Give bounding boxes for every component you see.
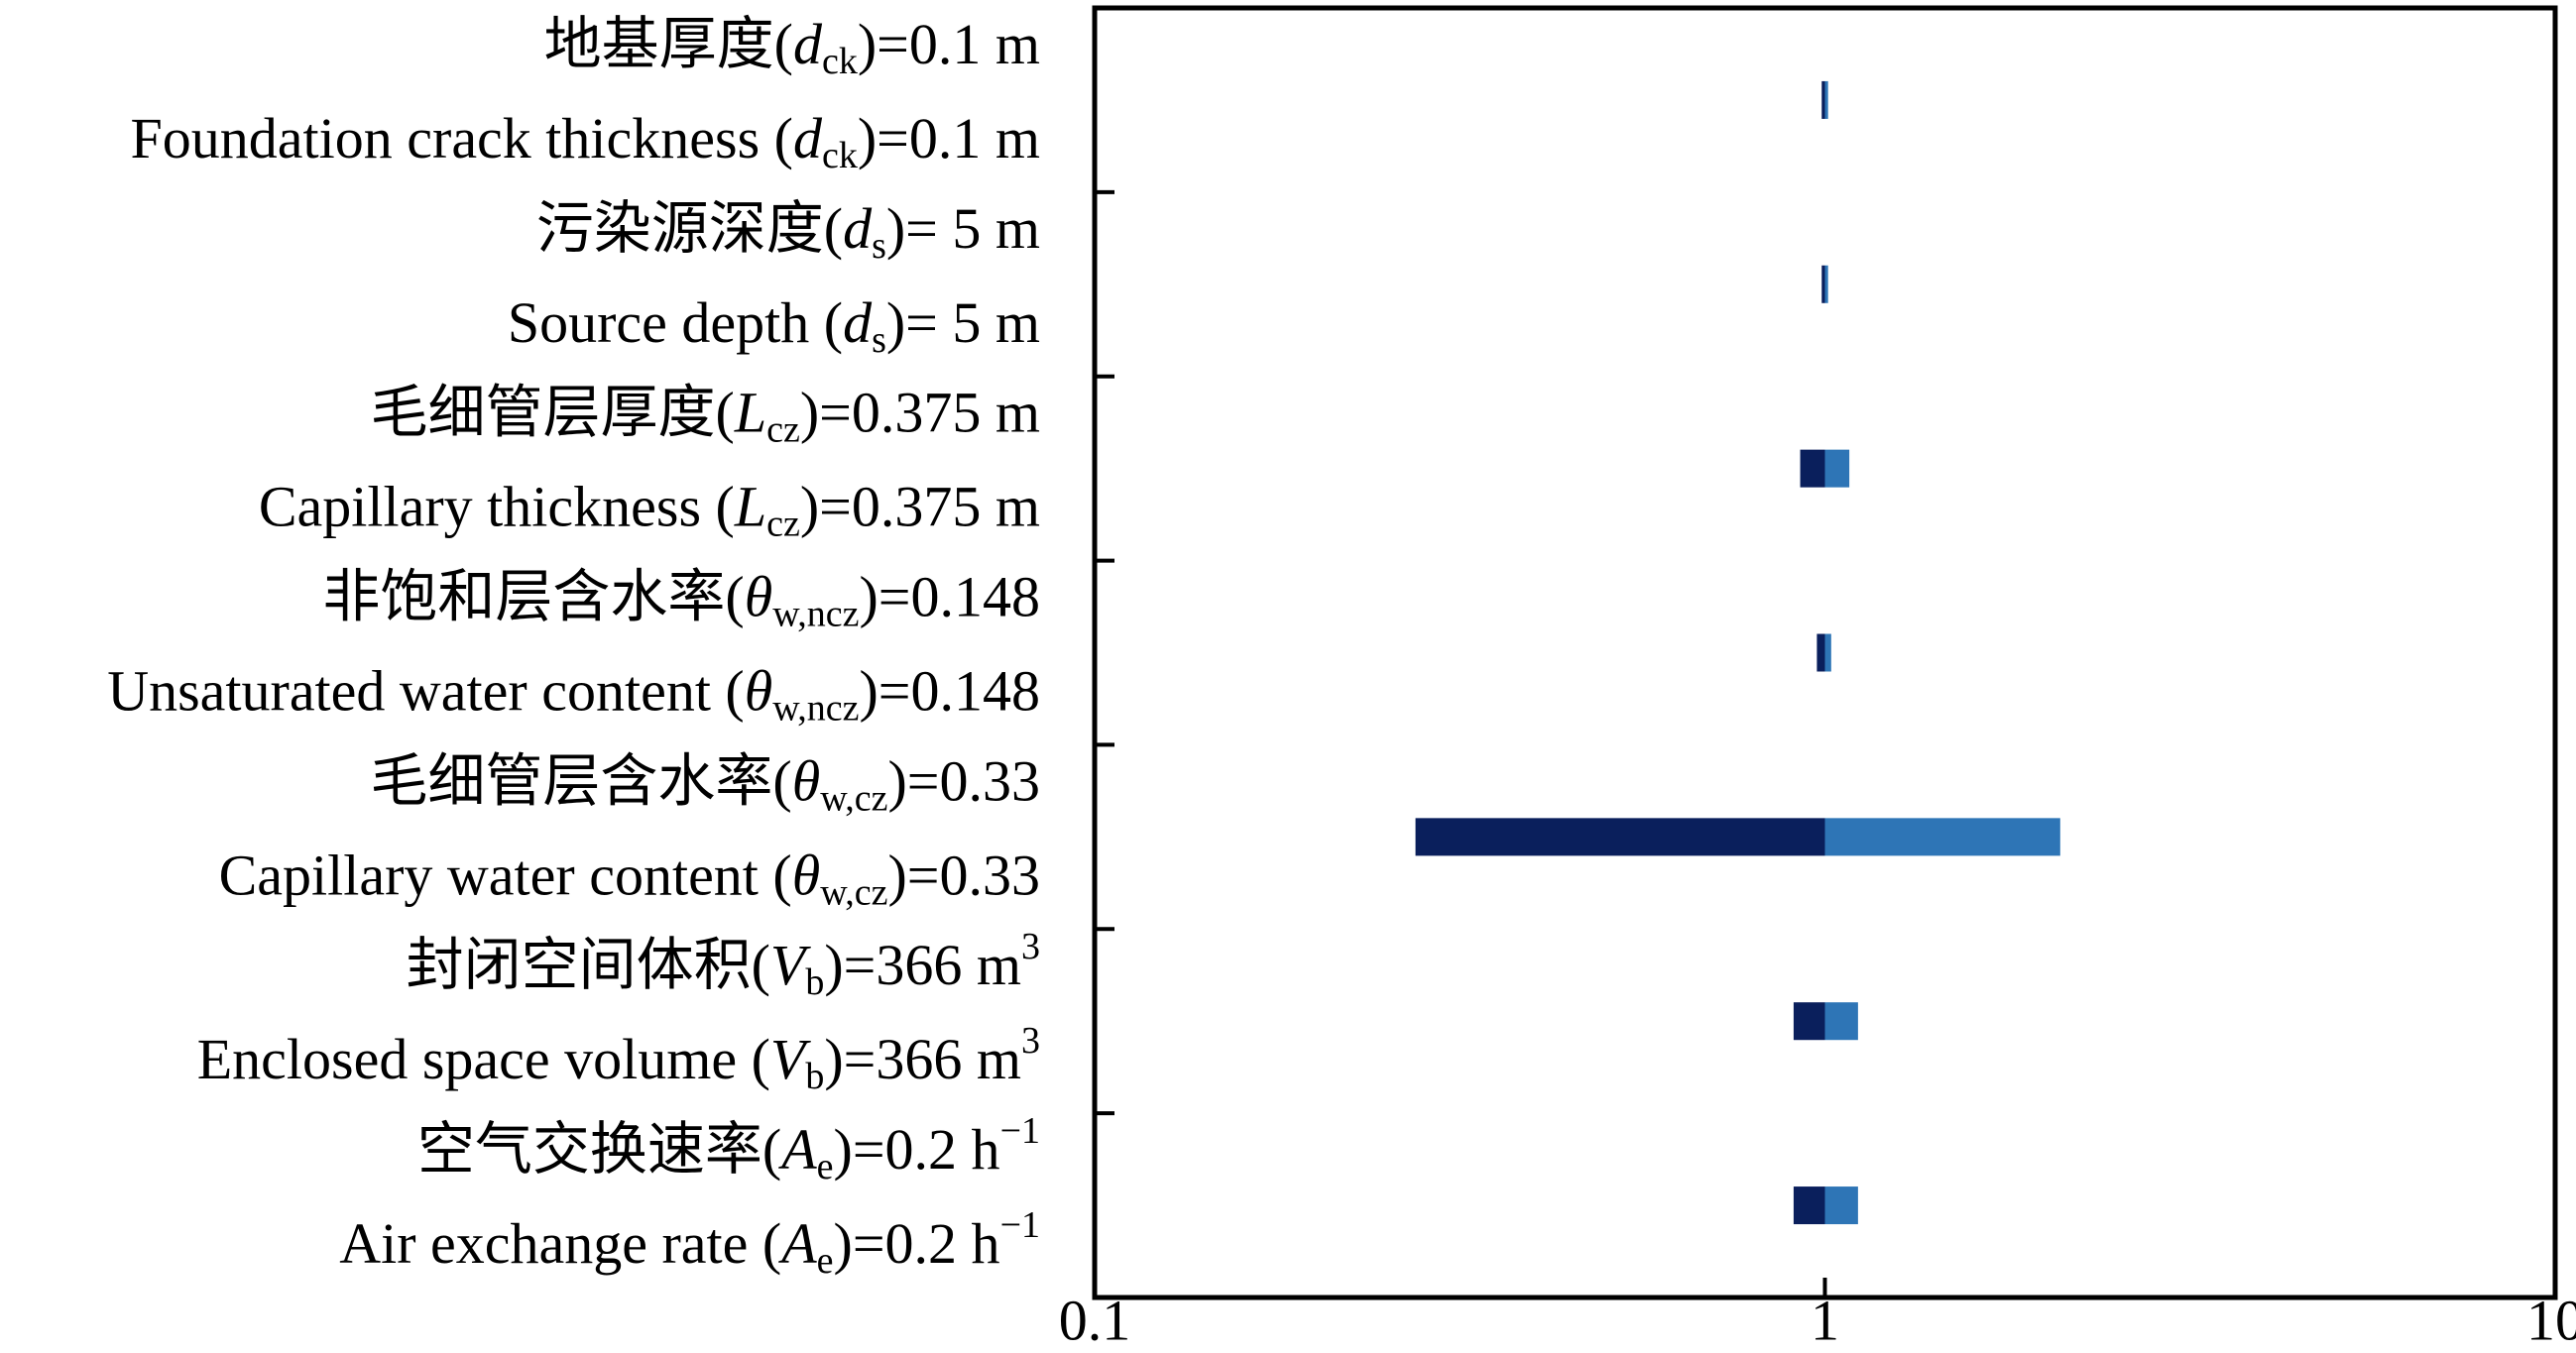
label-part: )=366 m bbox=[824, 1028, 1021, 1092]
bar bbox=[1824, 818, 2060, 856]
label-part: d bbox=[843, 290, 873, 355]
label-part: 空气交换速率( bbox=[417, 1117, 781, 1182]
bar bbox=[1824, 80, 1828, 119]
label-part: e bbox=[817, 1240, 834, 1282]
label-part: 3 bbox=[1021, 1020, 1040, 1062]
label-part: s bbox=[872, 319, 886, 361]
label-part: )= 5 m bbox=[886, 196, 1040, 261]
label-part: d bbox=[793, 12, 823, 76]
category-label: Source depth (ds)= 5 m bbox=[508, 290, 1040, 360]
label-part: θ bbox=[745, 659, 773, 724]
label-part: 地基厚度( bbox=[544, 12, 793, 76]
label-part: s bbox=[872, 225, 886, 267]
label-part: Capillary water content ( bbox=[219, 844, 792, 908]
bar bbox=[1824, 1186, 1858, 1225]
label-part: Foundation crack thickness ( bbox=[131, 106, 793, 170]
label-part: Enclosed space volume ( bbox=[197, 1028, 770, 1092]
label-part: w,cz bbox=[820, 777, 887, 819]
category-label: 封闭空间体积(Vb)=366 m3 bbox=[407, 926, 1040, 1003]
bar bbox=[1793, 1186, 1825, 1225]
label-part: b bbox=[805, 961, 824, 1003]
category-label: 污染源深度(ds)= 5 m bbox=[536, 196, 1040, 266]
label-part: L bbox=[734, 475, 766, 539]
label-part: V bbox=[770, 1028, 812, 1092]
category-label: Enclosed space volume (Vb)=366 m3 bbox=[197, 1020, 1040, 1097]
bar bbox=[1793, 1002, 1825, 1041]
bar bbox=[1415, 818, 1825, 856]
label-part: Unsaturated water content ( bbox=[107, 659, 745, 724]
label-part: ck bbox=[822, 41, 858, 82]
bar bbox=[1816, 633, 1825, 672]
label-part: )=0.1 m bbox=[858, 12, 1040, 76]
x-tick-label: 10 bbox=[2526, 1288, 2576, 1352]
category-label: Air exchange rate (Ae)=0.2 h−1 bbox=[339, 1204, 1040, 1282]
category-label: Capillary water content (θw,cz)=0.33 bbox=[219, 844, 1040, 913]
label-part: Air exchange rate ( bbox=[339, 1211, 781, 1276]
bar bbox=[1824, 633, 1831, 672]
category-label: Capillary thickness (Lcz)=0.375 m bbox=[259, 475, 1040, 544]
label-part: L bbox=[734, 381, 766, 445]
category-label: 毛细管层含水率(θw,cz)=0.33 bbox=[370, 749, 1040, 819]
label-part: )= 5 m bbox=[886, 290, 1040, 355]
label-part: θ bbox=[792, 844, 821, 908]
label-part: w,ncz bbox=[772, 593, 859, 634]
label-part: )=0.375 m bbox=[800, 381, 1040, 445]
bar bbox=[1824, 1002, 1858, 1041]
label-part: A bbox=[777, 1117, 817, 1182]
label-part: )=0.148 bbox=[859, 659, 1040, 724]
label-part: e bbox=[817, 1146, 834, 1187]
label-part: 毛细管层含水率( bbox=[370, 749, 791, 814]
bar bbox=[1821, 265, 1825, 303]
label-part: )=0.375 m bbox=[800, 475, 1040, 539]
label-part: )=0.148 bbox=[859, 565, 1040, 629]
label-part: w,cz bbox=[820, 871, 887, 913]
label-part: 非饱和层含水率( bbox=[322, 565, 744, 629]
label-part: A bbox=[777, 1211, 817, 1276]
category-label: Unsaturated water content (θw,ncz)=0.148 bbox=[107, 659, 1040, 729]
label-part: Capillary thickness ( bbox=[259, 475, 735, 539]
label-part: θ bbox=[745, 565, 773, 629]
label-part: −1 bbox=[1000, 1204, 1040, 1246]
x-tick-label: 1 bbox=[1811, 1288, 1839, 1352]
category-label: 非饱和层含水率(θw,ncz)=0.148 bbox=[322, 565, 1040, 634]
bar bbox=[1800, 449, 1825, 488]
bar bbox=[1824, 265, 1828, 303]
label-part: cz bbox=[766, 408, 800, 450]
label-part: 封闭空间体积( bbox=[407, 934, 770, 998]
bar bbox=[1821, 80, 1825, 119]
label-part: −1 bbox=[1000, 1110, 1040, 1152]
label-part: V bbox=[770, 934, 812, 998]
label-part: 毛细管层厚度( bbox=[371, 381, 735, 445]
category-label: 毛细管层厚度(Lcz)=0.375 m bbox=[371, 381, 1040, 450]
label-part: 3 bbox=[1021, 926, 1040, 967]
label-part: Source depth ( bbox=[508, 290, 843, 355]
label-part: )=0.2 h bbox=[834, 1211, 1000, 1276]
label-part: )=366 m bbox=[824, 934, 1021, 998]
label-part: 污染源深度( bbox=[536, 196, 843, 261]
label-part: )=0.2 h bbox=[834, 1117, 1000, 1182]
category-label: 空气交换速率(Ae)=0.2 h−1 bbox=[417, 1110, 1040, 1187]
label-part: d bbox=[793, 106, 823, 170]
label-part: )=0.33 bbox=[887, 844, 1040, 908]
label-part: )=0.1 m bbox=[858, 106, 1040, 170]
label-part: )=0.33 bbox=[887, 749, 1040, 814]
category-label: Foundation crack thickness (dck)=0.1 m bbox=[131, 106, 1040, 175]
x-tick-label: 0.1 bbox=[1059, 1288, 1131, 1352]
label-part: d bbox=[843, 196, 873, 261]
label-part: cz bbox=[766, 503, 800, 544]
label-part: θ bbox=[792, 749, 821, 814]
category-label: 地基厚度(dck)=0.1 m bbox=[544, 12, 1040, 81]
label-part: b bbox=[805, 1056, 824, 1097]
label-part: w,ncz bbox=[772, 687, 859, 729]
label-part: ck bbox=[822, 135, 858, 176]
bar bbox=[1824, 449, 1850, 488]
